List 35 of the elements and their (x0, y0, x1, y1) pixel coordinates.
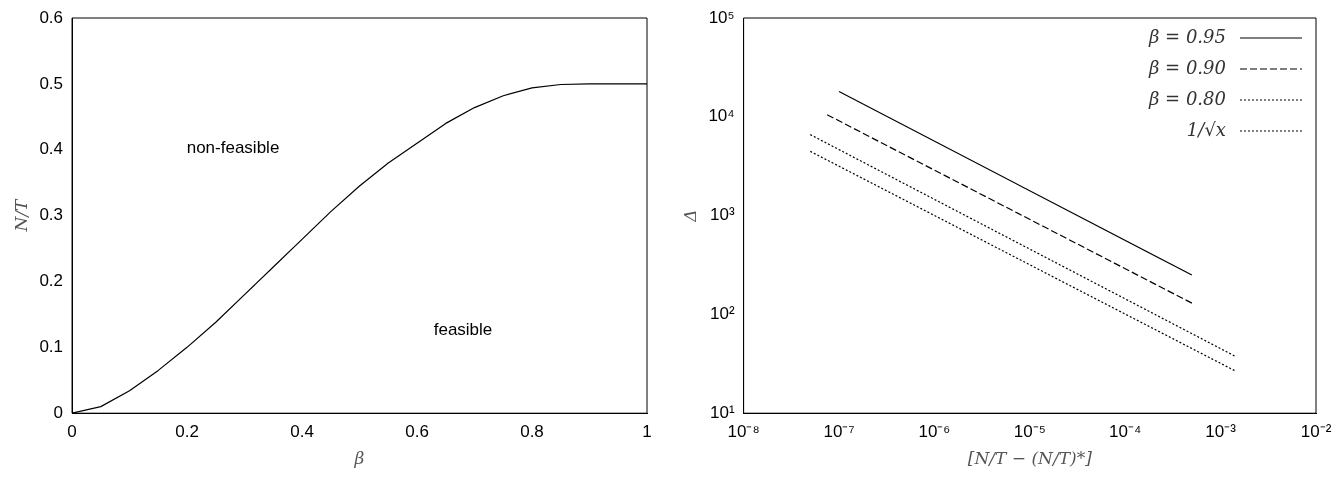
x-tick-label: 10⁻⁵ (1013, 422, 1046, 442)
y-tick-label: 0.6 (39, 7, 64, 27)
x-tick-label: 0.6 (405, 422, 429, 442)
annotation: non-feasible (186, 138, 280, 158)
x-tick-label: 0 (67, 422, 77, 442)
y-tick-label: 0.5 (39, 73, 64, 93)
x-tick-label: 10⁻⁴ (1109, 422, 1142, 442)
x-tick-label: 0.4 (290, 422, 314, 442)
y-tick-label: 10⁵ (708, 7, 735, 27)
legend-label: β = 0.95 (1147, 25, 1226, 47)
x-tick-label: 0.8 (520, 422, 544, 442)
y-tick-label: 0.1 (39, 337, 64, 357)
x-tick-label: 10⁻⁸ (727, 422, 760, 442)
y-tick-label: 0.4 (39, 139, 64, 159)
y-axis-title: Δ (679, 209, 700, 223)
x-axis-title: β (353, 448, 365, 469)
y-tick-label: 0 (53, 402, 64, 422)
y-tick-label: 10³ (710, 205, 735, 225)
legend-label: β = 0.90 (1147, 56, 1226, 78)
y-tick-label: 10¹ (710, 402, 735, 422)
x-tick-label: 10⁻⁶ (918, 422, 951, 442)
y-tick-label: 10² (710, 304, 735, 324)
x-tick-label: 0.2 (175, 422, 199, 442)
x-tick-label: 1 (642, 422, 652, 442)
x-tick-label: 10⁻⁷ (823, 422, 855, 442)
x-tick-label: 10⁻³ (1205, 422, 1237, 442)
y-axis-title: N/T (10, 197, 31, 233)
x-axis-title: [N/T − (N/T)*] (967, 448, 1093, 469)
legend-label: β = 0.80 (1147, 87, 1226, 109)
x-tick-label: 10⁻² (1300, 422, 1332, 442)
y-tick-label: 0.2 (39, 271, 64, 291)
y-tick-label: 0.3 (39, 205, 64, 225)
annotation: feasible (433, 319, 493, 339)
legend-label: 1/√x (1186, 118, 1226, 140)
y-tick-label: 10⁴ (708, 106, 735, 126)
